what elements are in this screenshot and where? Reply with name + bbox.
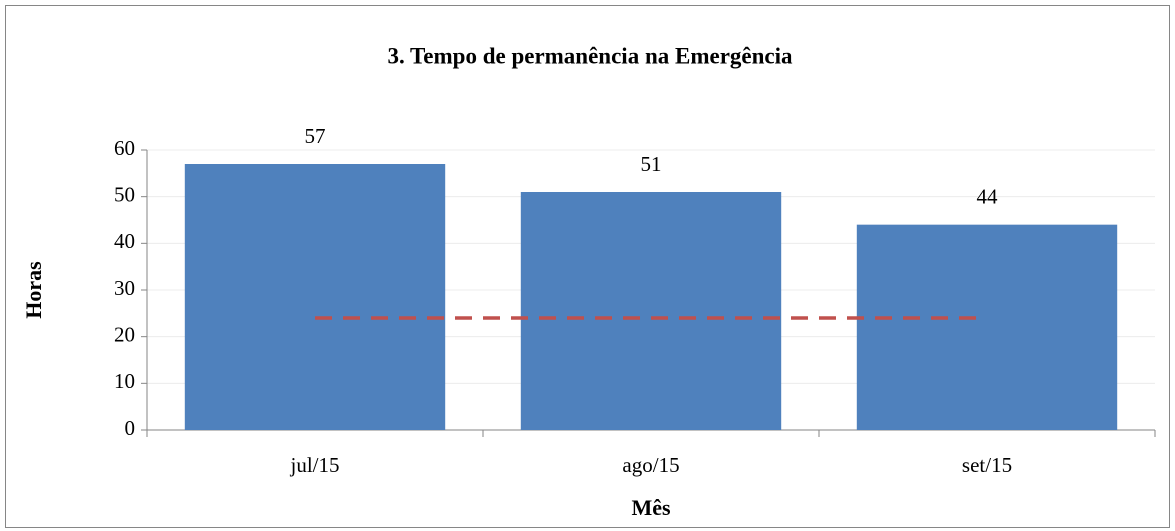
bar [856,224,1118,430]
x-tick-label: jul/15 [289,453,339,477]
x-tick-label: set/15 [962,453,1012,477]
y-tick-label: 10 [114,369,135,393]
data-label: 57 [305,124,326,148]
chart-title: 3. Tempo de permanência na Emergência [387,43,793,68]
data-label: 51 [641,152,662,176]
y-axis-label: Horas [21,261,46,319]
x-tick-label: ago/15 [622,453,679,477]
x-axis-label: Mês [631,495,671,520]
bar [184,164,446,430]
data-label: 44 [977,184,999,208]
y-tick-label: 20 [114,322,135,346]
y-tick-label: 50 [114,182,135,206]
y-tick-label: 60 [114,136,135,160]
bar [520,192,782,430]
y-tick-label: 30 [114,276,135,300]
y-tick-label: 40 [114,229,135,253]
y-tick-label: 0 [125,416,136,440]
